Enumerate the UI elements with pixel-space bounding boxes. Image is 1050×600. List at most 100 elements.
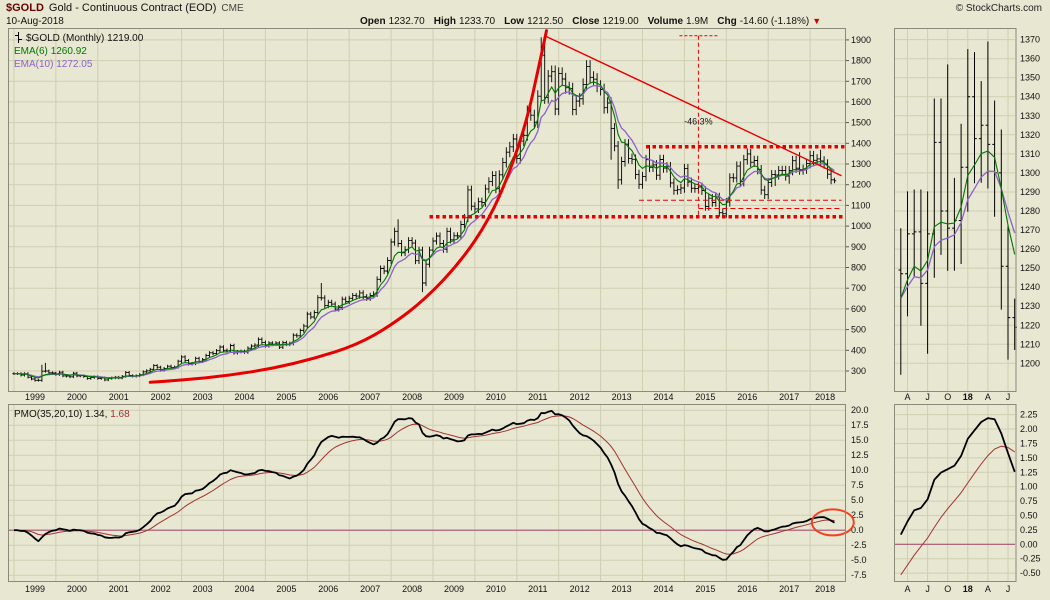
svg-text:1400: 1400 bbox=[851, 138, 871, 148]
svg-text:2017: 2017 bbox=[779, 584, 799, 594]
ohlc-glyph bbox=[15, 32, 22, 43]
pmo-signal-value: 1.68 bbox=[110, 409, 130, 420]
svg-text:2018: 2018 bbox=[815, 584, 835, 594]
svg-text:2005: 2005 bbox=[276, 392, 296, 402]
stockcharts-copyright-link[interactable]: © StockCharts.com bbox=[955, 3, 1042, 14]
price-legend-row: $GOLD (Monthly) 1219.00 bbox=[14, 32, 143, 45]
ema10-label: EMA(10) bbox=[14, 59, 54, 70]
svg-text:0.50: 0.50 bbox=[1020, 511, 1038, 521]
svg-text:2005: 2005 bbox=[276, 584, 296, 594]
svg-text:1.75: 1.75 bbox=[1020, 439, 1038, 449]
change-down-icon: ▼ bbox=[812, 16, 822, 26]
pmo-indicator-chart: 1999 2000 2001 2002 2003 2004 2005 2006 2007 2008… bbox=[8, 404, 869, 594]
svg-text:-2.5: -2.5 bbox=[851, 540, 867, 550]
svg-text:2008: 2008 bbox=[402, 392, 422, 402]
svg-text:1.25: 1.25 bbox=[1020, 467, 1038, 477]
quote-value-chg: -14.60 (-1.18%) bbox=[739, 16, 810, 27]
svg-text:2004: 2004 bbox=[234, 584, 254, 594]
svg-text:1280: 1280 bbox=[1020, 206, 1040, 216]
svg-text:2014: 2014 bbox=[653, 584, 673, 594]
pmo-legend: PMO(35,20,10) 1.34, 1.68 bbox=[14, 408, 130, 421]
svg-text:J: J bbox=[925, 584, 930, 594]
svg-text:1300: 1300 bbox=[1020, 168, 1040, 178]
svg-text:1350: 1350 bbox=[1020, 73, 1040, 83]
exchange-label: CME bbox=[221, 3, 244, 14]
svg-text:2001: 2001 bbox=[109, 584, 129, 594]
svg-text:1200: 1200 bbox=[1020, 358, 1040, 368]
svg-text:1999: 1999 bbox=[25, 392, 45, 402]
svg-text:2010: 2010 bbox=[486, 392, 506, 402]
svg-text:2011: 2011 bbox=[528, 584, 547, 594]
svg-text:2006: 2006 bbox=[318, 392, 338, 402]
quote-label-open: Open bbox=[360, 16, 386, 27]
svg-text:O: O bbox=[944, 584, 951, 594]
svg-text:2007: 2007 bbox=[360, 392, 380, 402]
chart-title: Gold - Continuous Contract (EOD) bbox=[48, 2, 217, 14]
svg-text:2006: 2006 bbox=[318, 584, 338, 594]
svg-text:18: 18 bbox=[963, 584, 973, 594]
price-bars-icon bbox=[14, 32, 23, 43]
svg-text:2002: 2002 bbox=[151, 584, 171, 594]
quote-value-open: 1232.70 bbox=[388, 16, 425, 27]
svg-text:2015: 2015 bbox=[695, 584, 715, 594]
svg-text:0.0: 0.0 bbox=[851, 525, 864, 535]
svg-text:-7.5: -7.5 bbox=[851, 570, 867, 580]
svg-text:J: J bbox=[1006, 584, 1011, 594]
svg-text:0.75: 0.75 bbox=[1020, 496, 1038, 506]
svg-text:2013: 2013 bbox=[612, 584, 632, 594]
price-legend: $GOLD (Monthly) 1219.00 EMA(6) 1260.92 E… bbox=[14, 32, 143, 71]
svg-text:2013: 2013 bbox=[612, 392, 632, 402]
svg-text:2009: 2009 bbox=[444, 392, 464, 402]
price-legend-value: 1219.00 bbox=[107, 33, 144, 44]
svg-text:2015: 2015 bbox=[695, 392, 715, 402]
svg-text:1290: 1290 bbox=[1020, 187, 1040, 197]
ema6-value: 1260.92 bbox=[50, 46, 87, 57]
svg-text:2003: 2003 bbox=[193, 392, 213, 402]
svg-text:900: 900 bbox=[851, 242, 866, 252]
svg-text:1100: 1100 bbox=[851, 200, 870, 210]
svg-text:0.00: 0.00 bbox=[1020, 539, 1038, 549]
svg-text:15.0: 15.0 bbox=[851, 435, 869, 445]
svg-text:2.25: 2.25 bbox=[1020, 410, 1038, 420]
svg-text:1370: 1370 bbox=[1020, 35, 1040, 45]
chart-date: 10-Aug-2018 bbox=[6, 16, 64, 27]
svg-text:1340: 1340 bbox=[1020, 92, 1040, 102]
quote-label-volume: Volume bbox=[647, 16, 684, 27]
price-legend-label: $GOLD (Monthly) bbox=[26, 33, 105, 44]
svg-text:18: 18 bbox=[963, 392, 973, 402]
svg-text:2016: 2016 bbox=[737, 584, 757, 594]
svg-text:700: 700 bbox=[851, 283, 866, 293]
svg-text:1330: 1330 bbox=[1020, 111, 1040, 121]
svg-text:1.00: 1.00 bbox=[1020, 482, 1038, 492]
quote-bar: Open 1232.70 High 1233.70 Low 1212.50 Close 121… bbox=[360, 16, 821, 27]
svg-text:2001: 2001 bbox=[109, 392, 129, 402]
svg-text:20.0: 20.0 bbox=[851, 405, 869, 415]
main-price-chart: 1999 2000 2001 2002 2003 2004 2005 2006 2007 2008… bbox=[8, 28, 871, 402]
svg-text:J: J bbox=[1006, 392, 1011, 402]
svg-text:-0.25: -0.25 bbox=[1020, 554, 1041, 564]
svg-text:2014: 2014 bbox=[653, 392, 673, 402]
svg-text:-0.50: -0.50 bbox=[1020, 568, 1041, 578]
svg-text:2018: 2018 bbox=[815, 392, 835, 402]
svg-text:1999: 1999 bbox=[25, 584, 45, 594]
quote-label-low: Low bbox=[504, 16, 525, 27]
svg-text:2000: 2000 bbox=[67, 392, 87, 402]
svg-text:2016: 2016 bbox=[737, 392, 757, 402]
svg-text:1240: 1240 bbox=[1020, 282, 1040, 292]
svg-text:10.0: 10.0 bbox=[851, 465, 869, 475]
svg-text:12.5: 12.5 bbox=[851, 450, 869, 460]
svg-text:1210: 1210 bbox=[1020, 339, 1040, 349]
svg-text:O: O bbox=[944, 392, 951, 402]
svg-text:1250: 1250 bbox=[1020, 263, 1040, 273]
svg-text:1500: 1500 bbox=[851, 118, 871, 128]
quote-value-low: 1212.50 bbox=[527, 16, 564, 27]
svg-text:1320: 1320 bbox=[1020, 130, 1040, 140]
svg-text:17.5: 17.5 bbox=[851, 420, 869, 430]
svg-text:1200: 1200 bbox=[851, 180, 871, 190]
svg-text:2007: 2007 bbox=[360, 584, 380, 594]
svg-text:1800: 1800 bbox=[851, 56, 871, 66]
svg-text:A: A bbox=[904, 392, 910, 402]
svg-text:2012: 2012 bbox=[570, 584, 590, 594]
pmo-legend-value: 1.34, bbox=[85, 409, 108, 420]
